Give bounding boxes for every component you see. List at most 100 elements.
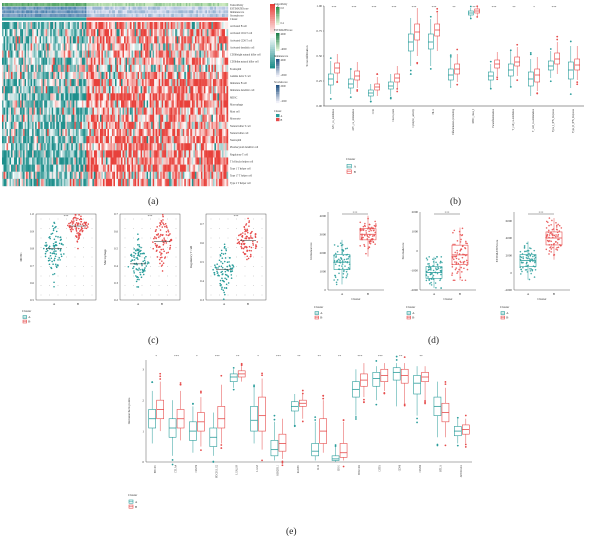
heatmap-cell <box>128 164 131 172</box>
heatmap-cell <box>105 64 108 73</box>
heatmap-cell <box>99 93 102 101</box>
annotation-cell <box>181 13 183 17</box>
heatmap-cell <box>14 50 16 58</box>
annotation-cell <box>151 13 153 17</box>
heatmap-cell <box>84 143 87 151</box>
heatmap-cell <box>136 71 138 80</box>
heatmap-cell <box>118 93 120 101</box>
annotation-cell <box>50 3 52 7</box>
heatmap-cell <box>62 136 64 144</box>
heatmap-cell <box>193 164 196 172</box>
heatmap-cell <box>18 36 21 44</box>
heatmap-cell <box>81 114 84 123</box>
heatmap-cell <box>95 128 98 137</box>
heatmap-cell <box>72 71 75 80</box>
heatmap-cell <box>42 178 45 187</box>
heatmap-cell <box>169 178 171 187</box>
grid-dot <box>175 247 177 248</box>
heatmap-cell <box>53 178 55 187</box>
heatmap-cell <box>211 64 214 73</box>
heatmap-cell <box>137 100 140 108</box>
annotation-cell <box>193 6 196 10</box>
heatmap-cell <box>163 164 165 172</box>
heatmap-cell <box>44 22 46 30</box>
heatmap-cell <box>169 100 171 108</box>
heatmap-cell <box>164 150 167 158</box>
heatmap-cell <box>2 107 4 115</box>
heatmap-cell <box>182 57 185 65</box>
heatmap-cell <box>137 178 140 187</box>
heatmap-cell <box>137 29 140 37</box>
heatmap-cell <box>136 150 138 158</box>
heatmap-cell <box>86 22 89 30</box>
heatmap-cell <box>179 36 182 44</box>
heatmap-cell <box>142 64 144 73</box>
heatmap-cell <box>51 136 54 144</box>
heatmap-cell <box>157 121 159 130</box>
heatmap-cell <box>130 143 132 151</box>
heatmap-cell <box>203 128 206 137</box>
heatmap-cell <box>118 79 120 87</box>
heatmap-cell <box>167 114 170 123</box>
heatmap-cell <box>142 157 144 165</box>
heatmap-cell <box>99 114 102 123</box>
heatmap-cell <box>119 57 122 65</box>
data-point-a <box>139 273 142 276</box>
heatmap-cell <box>35 29 37 37</box>
heatmap-cell <box>188 36 191 44</box>
colorbar-step <box>270 46 275 50</box>
heatmap-cell <box>3 164 6 172</box>
heatmap-cell <box>212 100 215 108</box>
heatmap-cell <box>54 164 57 172</box>
heatmap-cell <box>69 178 72 187</box>
heatmap-cell <box>104 157 107 165</box>
annotation-cell <box>107 10 110 14</box>
heatmap-cell <box>44 136 46 144</box>
annotation-cell <box>211 3 214 7</box>
heatmap-cell <box>38 64 40 73</box>
heatmap-cell <box>160 29 162 37</box>
data-point-a <box>52 273 54 276</box>
heatmap-cell <box>11 29 13 37</box>
heatmap-cell <box>197 107 200 115</box>
heatmap-cell <box>32 157 34 165</box>
heatmap-cell <box>14 164 16 172</box>
colorbar-step <box>270 57 275 60</box>
heatmap-cell <box>44 71 46 80</box>
heatmap-cell <box>15 128 18 137</box>
data-point-a <box>45 244 48 247</box>
heatmap-cell <box>35 171 37 180</box>
annotation-legend-step <box>276 85 280 87</box>
heatmap-cell <box>163 128 165 137</box>
annotation-legend-step <box>276 64 280 67</box>
heatmap-cell <box>68 128 70 137</box>
heatmap-cell <box>83 178 86 187</box>
heatmap-cell <box>148 79 150 87</box>
heatmap-cell <box>214 114 217 123</box>
heatmap-cell <box>15 143 18 151</box>
heatmap-cell <box>163 22 165 30</box>
heatmap-cell <box>182 114 185 123</box>
heatmap-cell <box>54 22 57 30</box>
data-point-b <box>77 247 79 250</box>
heatmap-cell <box>116 150 119 158</box>
data-point-b <box>69 226 71 229</box>
data-point-b <box>81 223 84 225</box>
heatmap-cell <box>211 164 214 172</box>
heatmap-cell <box>217 136 220 144</box>
heatmap-cell <box>212 64 215 73</box>
heatmap-cell <box>78 93 81 101</box>
heatmap-cell <box>69 143 72 151</box>
data-point-a <box>54 255 57 258</box>
heatmap-cell <box>111 114 114 123</box>
heatmap-cell <box>205 71 208 80</box>
heatmap-cell <box>113 178 116 187</box>
annotation-label: Stromalscore <box>230 15 245 18</box>
heatmap-cell <box>27 43 30 51</box>
heatmap-cell <box>60 86 63 94</box>
cluster-legend-label: B <box>281 119 283 122</box>
annotation-cell <box>60 3 63 7</box>
heatmap-cell <box>185 107 188 115</box>
data-point-b <box>161 226 164 228</box>
annotation-cell <box>170 6 173 10</box>
